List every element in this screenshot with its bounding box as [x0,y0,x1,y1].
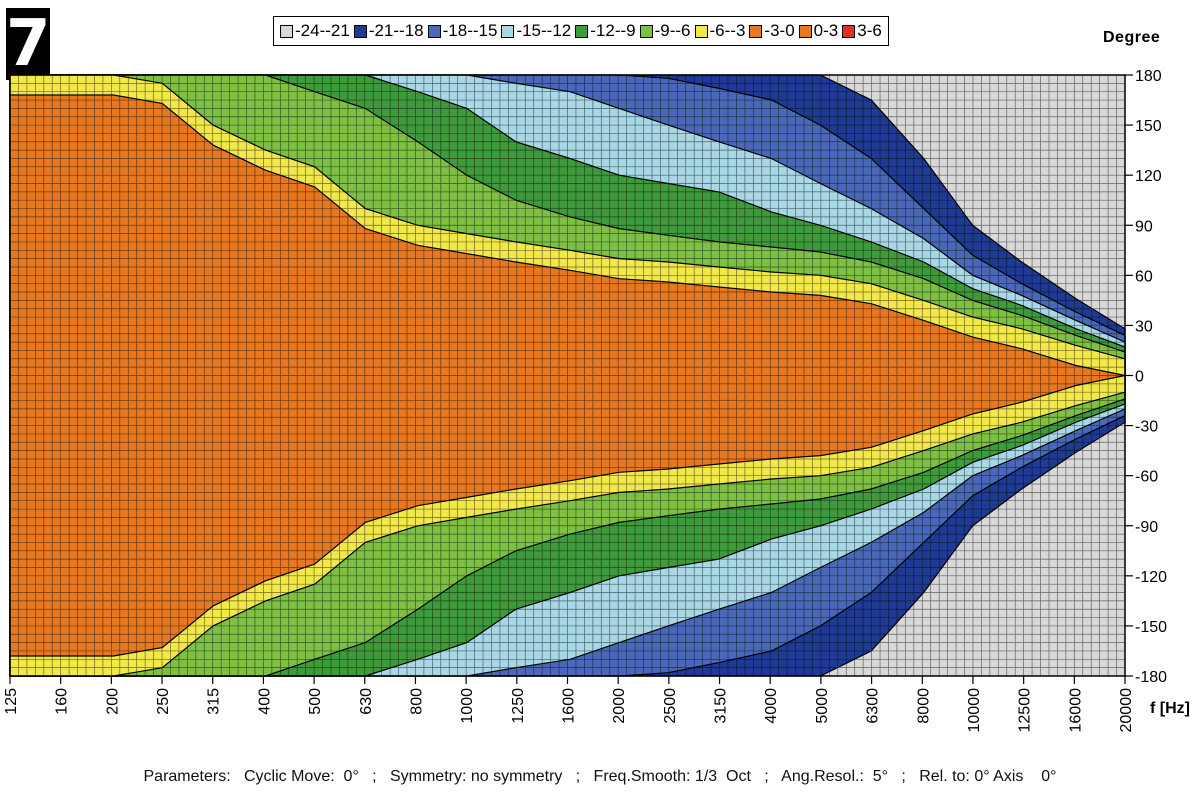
x-tick-label: 4000 [763,688,780,724]
x-tick-label: 1000 [459,688,476,724]
legend-label: -3-0 [764,21,795,40]
y-tick-label: -180 [1135,669,1167,686]
y-tick-label: 0 [1135,369,1144,386]
x-tick-label: 250 [155,688,172,715]
legend-label: -18--15 [442,21,498,40]
legend-item: -18--15 [427,21,498,41]
x-tick-label: 12500 [1017,688,1034,733]
legend-swatch [353,24,367,38]
legend-swatch [842,24,856,38]
y-axis-title: Degree [1103,29,1161,46]
x-tick-label: 200 [104,688,121,715]
legend-label: 3-6 [857,21,882,40]
y-tick-label: -90 [1135,519,1158,536]
x-tick-label: 1250 [510,688,527,724]
x-tick-label: 315 [206,688,223,715]
parameters-footer: Parameters: Cyclic Move: 0° ; Symmetry: … [143,768,1057,785]
legend-item: -6--3 [694,21,746,41]
legend-label: -12--9 [590,21,636,40]
legend-label: 0-3 [813,21,839,40]
y-tick-label: 60 [1135,268,1153,285]
x-tick-label: 16000 [1067,688,1084,733]
x-axis: 125 160 200 250 315 400 500 630 800 1000 1250 1600 2… [3,676,1135,733]
legend-item: -15--12 [501,21,571,41]
legend-swatch [639,24,653,38]
legend-item: -3-0 [749,21,795,41]
legend-item: 3-6 [842,21,882,41]
y-tick-label: 90 [1135,218,1153,235]
x-tick-label: 20000 [1118,688,1135,733]
x-tick-label: 6300 [865,688,882,724]
grid [9,74,1126,677]
legend-swatch [749,24,763,38]
legend-label: -21--18 [368,21,424,40]
legend-label: -15--12 [516,21,572,40]
x-tick-label: 5000 [814,688,831,724]
x-tick-label: 10000 [966,688,983,733]
y-tick-label: -60 [1135,469,1158,486]
legend-swatch [427,24,441,38]
x-tick-label: 3150 [713,688,730,724]
y-tick-label: 120 [1135,168,1162,185]
legend-swatch [798,24,812,38]
legend-item: 0-3 [798,21,839,41]
x-tick-label: 1600 [561,688,578,724]
y-tick-label: 150 [1135,118,1162,135]
legend-label: -9--6 [654,21,691,40]
legend-item: -12--9 [575,21,636,41]
y-tick-label: -30 [1135,419,1158,436]
legend-label: -24--21 [295,21,350,40]
x-tick-label: 800 [408,688,425,715]
x-tick-label: 400 [256,688,273,715]
legend-swatch [575,24,589,38]
y-tick-label: -150 [1135,619,1167,636]
y-tick-label: 30 [1135,318,1153,335]
legend-item: -21--18 [353,21,424,41]
y-tick-label: 180 [1135,68,1162,85]
x-tick-label: 2000 [611,688,628,724]
x-tick-label: 630 [358,688,375,715]
x-tick-label: 500 [307,688,324,715]
legend-item: -24--21 [280,21,350,41]
x-axis-title: f [Hz] [1150,700,1190,717]
y-axis: 180 150 120 90 60 30 0 -30 -60 -90 -120 -150 -180 [1125,68,1167,686]
y-tick-label: -120 [1135,569,1167,586]
legend: -24--21 -21--18 -18--15 -15--12 -12--9 -9--6-… [273,16,889,46]
x-tick-label: 160 [54,688,71,715]
figure-number-badge: 7 [6,7,51,81]
x-tick-label: 8000 [915,688,932,724]
legend-swatch [501,24,515,38]
x-tick-label: 2500 [662,688,679,724]
legend-item: -9--6 [639,21,691,41]
legend-label: -6--3 [709,21,746,40]
x-tick-label: 125 [3,688,20,715]
legend-swatch [280,24,293,38]
legend-swatch [694,24,708,38]
